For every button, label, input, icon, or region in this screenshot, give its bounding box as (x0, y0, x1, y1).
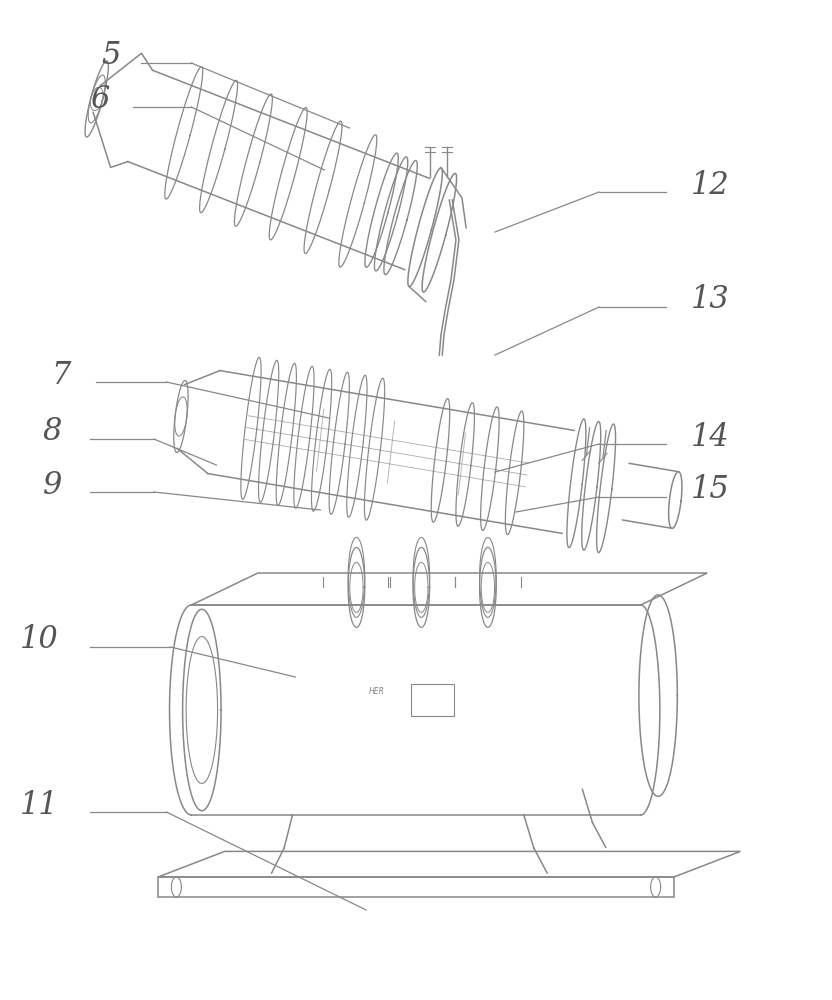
Text: 7: 7 (52, 360, 71, 390)
Text: HER: HER (369, 688, 384, 696)
Text: 15: 15 (691, 475, 730, 506)
Bar (158, 877, 674, 897)
Text: 11: 11 (19, 790, 58, 820)
Text: 6: 6 (91, 85, 110, 115)
Text: 8: 8 (43, 416, 62, 448)
Text: 9: 9 (43, 470, 62, 500)
Text: 10: 10 (19, 624, 58, 656)
Text: 13: 13 (691, 284, 730, 316)
Text: 14: 14 (691, 422, 730, 452)
Text: 5: 5 (102, 39, 121, 70)
Text: 12: 12 (691, 169, 730, 200)
Bar (411, 684, 454, 716)
